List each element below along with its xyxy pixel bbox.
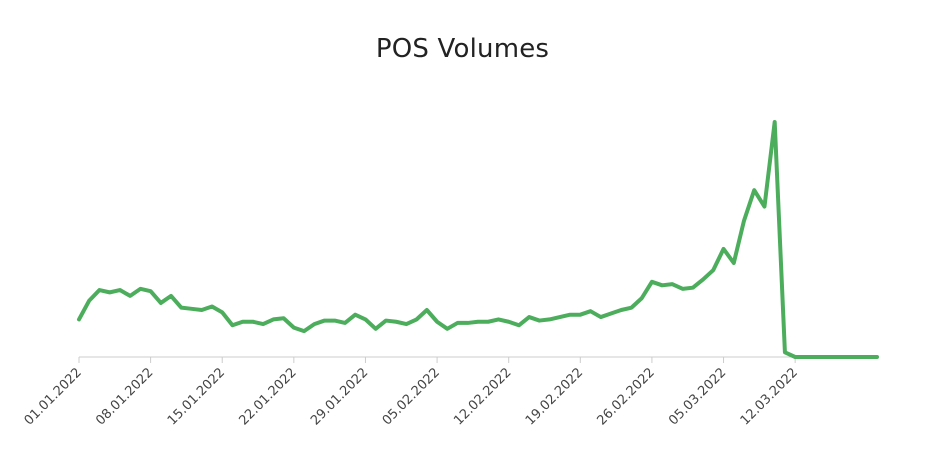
x-tick-label: 05.03.2022: [666, 365, 729, 428]
x-tick-label: 15.01.2022: [165, 365, 228, 428]
x-tick-labels: 01.01.2022 08.01.2022 15.01.2022 22.01.2022…: [22, 365, 801, 428]
x-tick-label: 19.02.2022: [523, 365, 586, 428]
x-axis: [78, 356, 877, 363]
x-tick-label: 26.02.2022: [595, 365, 658, 428]
series-line-0: [77, 120, 879, 359]
x-tick-label: 22.01.2022: [236, 365, 299, 428]
x-tick-label: 12.03.2022: [738, 365, 801, 428]
x-tick-label: 05.02.2022: [380, 365, 443, 428]
x-tick-label: 08.01.2022: [93, 365, 156, 428]
series-group: [77, 120, 879, 359]
x-tick-label: 12.02.2022: [451, 365, 514, 428]
x-tick-label: 29.01.2022: [308, 365, 371, 428]
x-tick-label: 01.01.2022: [22, 365, 85, 428]
chart-title: POS Volumes: [375, 34, 550, 64]
